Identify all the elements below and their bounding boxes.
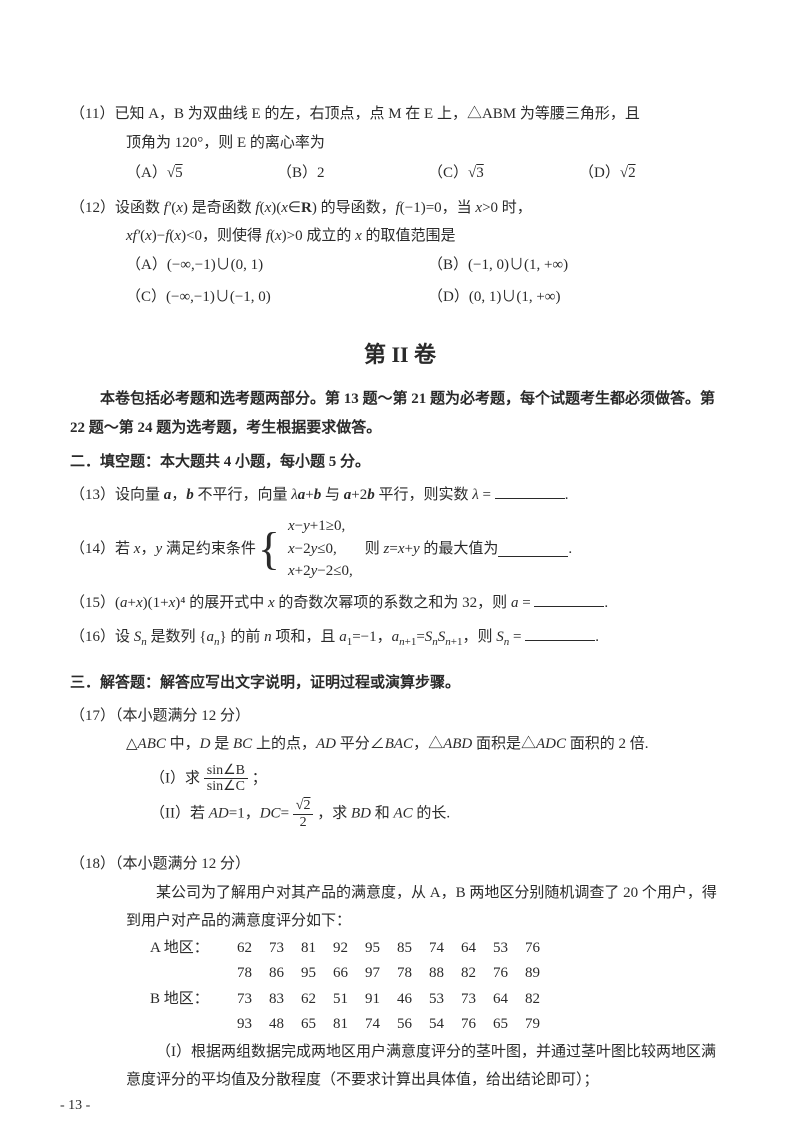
- q17-body: △ABC 中，D 是 BC 上的点，AD 平分∠BAC，△ABD 面积是△ADC…: [70, 730, 730, 759]
- q18-row-b2: 93486581745654766579: [150, 1012, 730, 1038]
- q18-body1: 某公司为了解用户对其产品的满意度，从 A，B 两地区分别随机调查了 20 个用户…: [70, 879, 730, 936]
- section-2-title: 第 II 卷: [70, 334, 730, 376]
- fill-heading: 二．填空题：本大题共 4 小题，每小题 5 分。: [70, 448, 730, 477]
- q17-p2-pre: （II）若 AD=1，DC=: [150, 806, 289, 822]
- q11-choice-b: （B）2: [277, 159, 428, 188]
- q17-frac1: sin∠B sin∠C: [204, 763, 248, 795]
- q17-part2: （II）若 AD=1，DC= 2 2 ，求 BD 和 AC 的长.: [70, 798, 730, 830]
- question-14: （14）若 x，y 满足约束条件 { x−y+1≥0, x−2y≤0, x+2y…: [70, 515, 730, 583]
- q18-row-a2: 78869566977888827689: [150, 961, 730, 987]
- q12-choice-c: （C）(−∞,−1)∪(−1, 0): [126, 283, 428, 312]
- q18-row-b1: B 地区：73836251914653736482: [150, 987, 730, 1013]
- q14-pre: （14）若 x，y 满足约束条件: [70, 535, 256, 564]
- q17-header: （17）（本小题满分 12 分）: [70, 702, 730, 731]
- q13-blank: [495, 484, 565, 499]
- q12-choice-d: （D）(0, 1)∪(1, +∞): [428, 283, 730, 312]
- q12-choice-b: （B）(−1, 0)∪(1, +∞): [428, 251, 730, 280]
- answer-heading: 三．解答题：解答应写出文字说明，证明过程或演算步骤。: [70, 669, 730, 698]
- question-11: （11）已知 A，B 为双曲线 E 的左，右顶点，点 M 在 E 上，△ABM …: [70, 100, 730, 188]
- question-13: （13）设向量 a，b 不平行，向量 λa+b 与 a+2b 平行，则实数 λ …: [70, 481, 730, 510]
- q14-brace: x−y+1≥0, x−2y≤0, x+2y−2≤0,: [280, 515, 353, 583]
- question-12: （12）设函数 f′(x) 是奇函数 f(x)(x∈R) 的导函数，f(−1)=…: [70, 194, 730, 316]
- q18-row-a1: A 地区：62738192958574645376: [150, 936, 730, 962]
- question-15: （15）(a+x)(1+x)⁴ 的展开式中 x 的奇数次幂项的系数之和为 32，…: [70, 589, 730, 618]
- page-number: - 13 -: [60, 1093, 90, 1120]
- q11-line2: 顶角为 120°，则 E 的离心率为: [70, 129, 730, 158]
- question-17: （17）（本小题满分 12 分） △ABC 中，D 是 BC 上的点，AD 平分…: [70, 702, 730, 831]
- q12-line1: （12）设函数 f′(x) 是奇函数 f(x)(x∈R) 的导函数，f(−1)=…: [70, 194, 730, 223]
- q16-text: （16）设 Sn 是数列 {an} 的前 n 项和，且 a1=−1，an+1=S…: [70, 629, 522, 645]
- q13-text: （13）设向量 a，b 不平行，向量 λa+b 与 a+2b 平行，则实数 λ …: [70, 487, 491, 503]
- q11-choice-d: （D）2: [579, 159, 730, 188]
- q12-line2: xf′(x)−f(x)<0，则使得 f(x)>0 成立的 x 的取值范围是: [70, 222, 730, 251]
- q12-choice-a: （A）(−∞,−1)∪(0, 1): [126, 251, 428, 280]
- question-16: （16）设 Sn 是数列 {an} 的前 n 项和，且 a1=−1，an+1=S…: [70, 623, 730, 653]
- q14-c1: x−y+1≥0,: [288, 515, 353, 538]
- q14-c3: x+2y−2≤0,: [288, 560, 353, 583]
- q17-frac2: 2 2: [293, 798, 314, 830]
- q14-c2: x−2y≤0,: [288, 538, 353, 561]
- q11-line1: （11）已知 A，B 为双曲线 E 的左，右顶点，点 M 在 E 上，△ABM …: [70, 100, 730, 129]
- q17-part1: （I）求 sin∠B sin∠C ；: [70, 763, 730, 795]
- q11-choice-c: （C）3: [428, 159, 579, 188]
- q15-text: （15）(a+x)(1+x)⁴ 的展开式中 x 的奇数次幂项的系数之和为 32，…: [70, 595, 531, 611]
- q18-header: （18）（本小题满分 12 分）: [70, 850, 730, 879]
- q18-data: A 地区：62738192958574645376 78869566977888…: [70, 936, 730, 1038]
- q11-choice-a: （A）5: [126, 159, 277, 188]
- q11-choices: （A）5 （B）2 （C）3 （D）2: [70, 159, 730, 188]
- q12-choices: （A）(−∞,−1)∪(0, 1) （C）(−∞,−1)∪(−1, 0) （B）…: [70, 251, 730, 316]
- section-2-intro: 本卷包括必考题和选考题两部分。第 13 题～第 21 题为必考题，每个试题考生都…: [70, 385, 730, 442]
- q15-blank: [534, 592, 604, 607]
- q17-p2-post: ，求 BD 和 AC 的长.: [317, 806, 450, 822]
- q16-blank: [525, 626, 595, 641]
- q14-post: 则 z=x+y 的最大值为: [365, 535, 499, 564]
- question-18: （18）（本小题满分 12 分） 某公司为了解用户对其产品的满意度，从 A，B …: [70, 850, 730, 1095]
- q14-blank: [498, 542, 568, 557]
- q18-p1: （I）根据两组数据完成两地区用户满意度评分的茎叶图，并通过茎叶图比较两地区满意度…: [70, 1038, 730, 1095]
